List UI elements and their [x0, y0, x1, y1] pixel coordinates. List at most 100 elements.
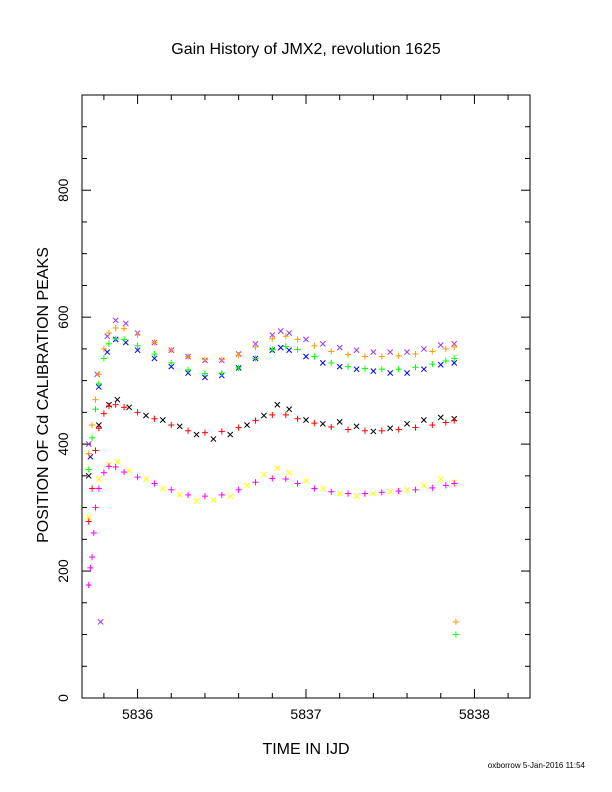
plus-marker: [151, 480, 158, 487]
x-marker: [404, 486, 411, 493]
plus-marker: [328, 488, 335, 495]
x-marker: [168, 363, 175, 370]
plus-marker: [134, 331, 141, 339]
x-marker: [437, 342, 444, 349]
x-marker: [260, 471, 267, 478]
x-marker: [286, 469, 293, 476]
x-marker: [336, 344, 343, 351]
x-marker: [252, 340, 259, 347]
plus-marker: [185, 366, 192, 373]
plus-marker: [442, 345, 449, 352]
plus-marker: [345, 426, 352, 433]
plus-marker: [85, 581, 92, 589]
plus-marker: [112, 401, 119, 408]
plus-marker: [282, 411, 289, 419]
plus-marker: [134, 474, 141, 481]
plus-marker: [294, 480, 301, 487]
x-marker: [227, 493, 234, 500]
plus-marker: [361, 490, 369, 497]
x-marker: [336, 418, 343, 425]
plus-marker: [92, 447, 99, 454]
plus-marker: [452, 631, 459, 638]
plus-marker: [328, 348, 335, 355]
x-marker: [85, 441, 92, 448]
x-marker: [286, 330, 293, 336]
plus-marker: [311, 485, 318, 492]
x-marker: [370, 368, 377, 375]
plus-marker: [451, 343, 458, 351]
plus-marker: [95, 425, 102, 432]
plus-marker: [134, 342, 141, 349]
x-marker: [437, 361, 444, 368]
axis-ticks: [82, 94, 530, 699]
plus-marker: [185, 427, 192, 434]
plus-marker: [201, 356, 209, 363]
x-marker: [95, 384, 102, 390]
x-marker: [85, 514, 92, 521]
plus-marker: [345, 490, 352, 497]
plus-marker: [235, 364, 242, 372]
plus-marker: [89, 434, 96, 441]
y-tick-label: 400: [55, 432, 71, 456]
x-marker: [303, 477, 309, 484]
plus-marker: [105, 329, 113, 337]
x-marker: [134, 347, 141, 354]
x-tick-label: 5838: [459, 706, 490, 722]
plus-marker: [311, 342, 318, 349]
x-marker: [274, 465, 281, 472]
x-tick-label: 5837: [290, 706, 321, 722]
x-axis-label: TIME IN IJD: [262, 741, 349, 758]
plus-marker: [269, 346, 276, 353]
plus-marker: [151, 350, 158, 358]
x-marker: [210, 436, 217, 442]
x-marker: [353, 347, 360, 354]
plus-marker: [412, 364, 419, 371]
plus-marker: [429, 361, 436, 368]
plus-marker: [252, 355, 259, 362]
x-marker: [159, 417, 166, 423]
x-marker: [420, 417, 427, 423]
plus-marker: [105, 402, 113, 410]
plus-marker: [134, 409, 141, 416]
x-marker: [114, 458, 121, 465]
plus-marker: [442, 419, 449, 426]
plus-marker: [95, 485, 102, 492]
y-tick-label: 600: [55, 305, 71, 329]
plus-marker: [395, 366, 402, 373]
plus-marker: [105, 340, 113, 347]
plus-marker: [294, 336, 301, 343]
x-marker: [303, 417, 309, 423]
x-marker: [244, 422, 251, 429]
x-marker: [319, 359, 326, 366]
plus-marker: [100, 345, 107, 352]
plot-frame: [81, 94, 531, 699]
plus-marker: [282, 475, 289, 483]
x-marker: [319, 420, 326, 427]
plus-marker: [412, 350, 419, 358]
x-marker: [210, 497, 217, 503]
x-marker: [387, 370, 394, 376]
plus-marker: [121, 336, 128, 343]
x-marker: [95, 476, 102, 482]
plus-marker: [412, 486, 419, 493]
plus-marker: [395, 487, 402, 495]
x-marker: [387, 425, 394, 432]
x-marker: [185, 370, 192, 376]
plus-marker: [168, 486, 175, 493]
x-marker: [193, 498, 200, 505]
x-marker: [227, 431, 234, 438]
plus-marker: [429, 421, 436, 429]
x-marker: [277, 328, 284, 335]
plus-marker: [218, 369, 225, 377]
plus-marker: [168, 347, 175, 354]
plus-marker: [95, 380, 102, 387]
plus-marker: [451, 417, 458, 424]
plus-marker: [100, 410, 107, 417]
plus-marker: [112, 463, 119, 471]
plus-marker: [201, 493, 209, 500]
x-marker: [176, 423, 183, 430]
plus-marker: [92, 504, 99, 511]
plus-marker: [361, 353, 369, 360]
plus-marker: [235, 424, 242, 431]
